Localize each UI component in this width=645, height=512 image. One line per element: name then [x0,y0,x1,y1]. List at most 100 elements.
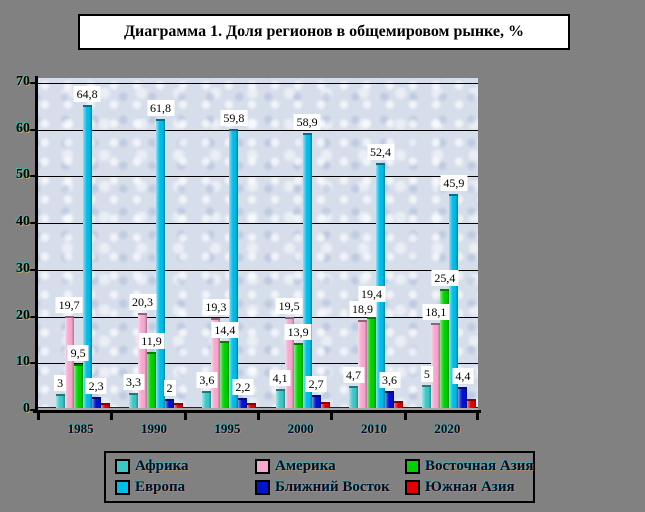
bar-america-1985 [64,315,74,408]
bar-east-asia-1985 [73,363,83,408]
legend-item-east-asia: Восточная Азия [405,458,534,475]
y-axis-tick-60 [29,128,35,131]
data-label-europe-2000: 58,9 [293,113,321,130]
bar-america-2010 [358,319,367,408]
data-label-east-asia-1985: 9,5 [67,344,89,361]
bar-europe-1985 [82,105,92,408]
legend-swatch-south-asia [405,480,420,496]
legend-swatch-east-asia [405,458,420,474]
data-label-europe-2020: 45,9 [440,174,468,191]
legend-item-europe: Европа [115,479,255,496]
bar-east-asia-1995 [220,340,230,408]
y-axis-label-10: 10 [16,354,30,370]
y-axis-line [35,76,38,412]
data-label-middle-east-1995: 2,2 [232,378,254,395]
y-axis-label-30: 30 [16,260,30,276]
y-axis-label-40: 40 [16,214,30,230]
x-axis-tick [257,413,260,420]
bar-europe-2010 [376,163,385,408]
data-label-africa-2020: 5 [420,365,433,382]
data-label-africa-1990: 3,3 [123,373,144,390]
data-label-america-1995: 19,3 [202,298,230,315]
bar-africa-2000 [275,388,285,408]
x-axis-tick [476,413,479,420]
legend-item-south-asia: Южная Азия [405,479,534,496]
y-axis-tick-30 [29,268,35,271]
data-label-america-1990: 20,3 [129,294,156,311]
bar-south-asia-1995 [247,403,257,408]
legend-label-europe: Европа [135,479,186,496]
y-axis-tick-0 [29,409,35,411]
data-label-east-asia-2020: 25,4 [431,270,459,287]
data-label-europe-1985: 64,8 [73,86,101,103]
data-label-africa-2010: 4,7 [343,367,364,384]
x-axis-label-1990: 1990 [141,421,167,436]
legend-label-east-asia: Восточная Азия [425,457,534,474]
legend-label-middle-east: Ближний Восток [275,479,390,496]
legend-swatch-middle-east [255,480,270,496]
x-axis-tick [110,413,114,420]
y-axis-label-60: 60 [16,120,30,136]
bar-east-asia-2020 [440,289,450,408]
bar-south-asia-1985 [100,403,110,408]
legend-swatch-america [255,458,270,474]
x-axis-label-2020: 2020 [434,421,461,436]
data-label-america-1985: 19,7 [55,296,83,313]
x-axis-label-1985: 1985 [67,421,94,436]
bar-middle-east-2020 [458,387,468,408]
data-label-east-asia-1995: 14,4 [211,321,239,338]
gridline-60 [38,129,478,131]
bar-europe-1990 [156,119,165,408]
bar-middle-east-1995 [238,397,248,408]
data-label-africa-1985: 3 [54,374,67,391]
data-label-east-asia-2010: 19,4 [358,285,385,302]
chart-title-box: Диаграмма 1. Доля регионов в общемировом… [78,14,570,50]
bar-middle-east-1985 [91,397,101,408]
gridline-40 [38,223,478,225]
data-label-america-2020: 18,1 [422,304,450,321]
legend-item-middle-east: Ближний Восток [255,479,405,496]
gridline-10 [38,363,478,365]
y-axis-tick-40 [29,222,35,225]
data-label-middle-east-2000: 2,7 [305,376,327,393]
plot-area: 3 19,7 9,5 64,8 2,3 3,3 20,3 11,9 61,8 2 3,6 19,3 14… [38,78,478,410]
legend-swatch-africa [115,458,130,474]
data-label-east-asia-2000: 13,9 [284,324,312,341]
bar-africa-1995 [202,391,212,408]
data-label-america-2010: 18,9 [349,300,376,317]
bar-middle-east-2010 [385,391,394,408]
bar-east-asia-2000 [293,343,303,408]
gridline-50 [38,176,478,178]
data-label-america-2000: 19,5 [275,297,303,314]
x-axis-label-1995: 1995 [214,421,241,436]
bar-africa-1990 [129,392,138,408]
x-axis-label-2010: 2010 [361,421,387,436]
x-axis-tick [403,413,407,420]
y-axis-tick-50 [29,175,35,178]
bar-south-asia-2020 [467,398,477,408]
bar-africa-2010 [349,386,358,408]
gridline-30 [38,269,478,271]
bar-america-2000 [284,316,294,408]
data-label-middle-east-1985: 2,3 [85,378,107,395]
gridline-20 [38,316,478,318]
data-label-middle-east-2020: 4,4 [452,368,474,385]
data-label-europe-1990: 61,8 [147,100,174,117]
legend-item-america: Америка [255,458,405,475]
legend-item-africa: Африка [115,458,255,475]
bar-africa-1985 [55,394,65,408]
bar-east-asia-2010 [367,317,376,408]
bar-europe-1995 [229,128,239,408]
x-axis-tick [330,413,334,420]
x-axis-tick [37,413,40,420]
bar-middle-east-2000 [311,395,321,408]
y-axis-label-20: 20 [16,307,30,323]
bar-europe-2000 [302,132,312,408]
gridline-70 [38,83,478,84]
x-axis-tick [183,413,187,420]
data-label-middle-east-1990: 2 [163,379,176,396]
bar-america-1995 [211,317,221,408]
data-label-europe-1995: 59,8 [220,109,248,126]
y-axis-label-50: 50 [16,167,30,183]
